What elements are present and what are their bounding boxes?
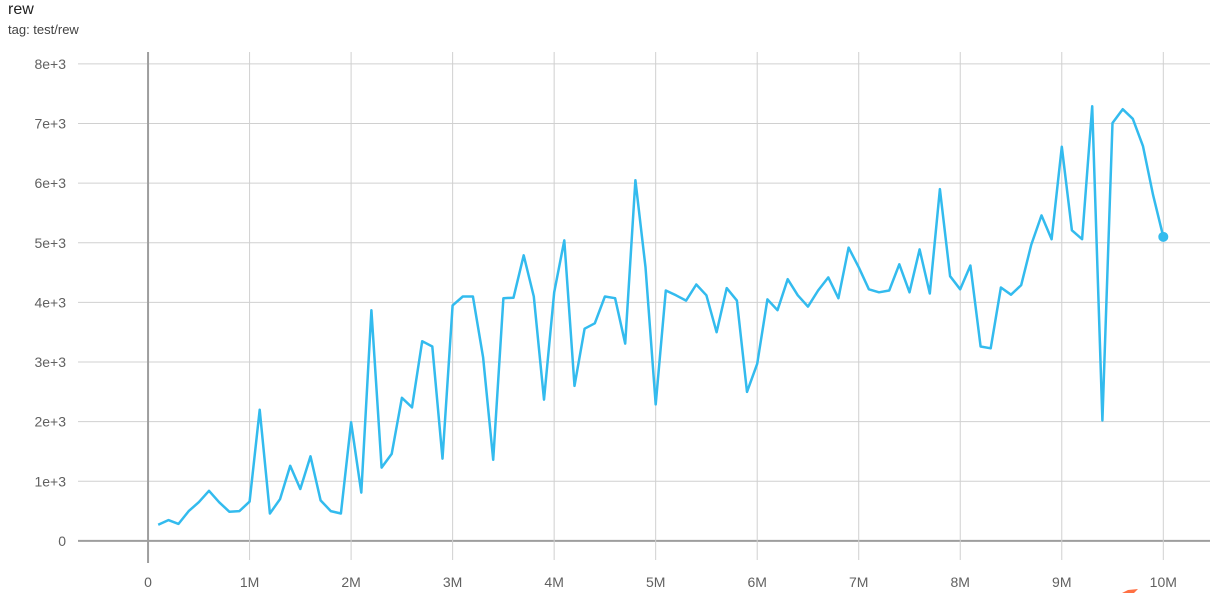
x-tick-label: 1M xyxy=(240,574,259,590)
x-tick-label: 3M xyxy=(443,574,462,590)
x-tick-label: 4M xyxy=(544,574,563,590)
partial-orange-marker xyxy=(1122,589,1138,593)
x-tick-label: 2M xyxy=(341,574,360,590)
chart-tag: tag: test/rew xyxy=(8,22,79,37)
y-tick-label: 4e+3 xyxy=(34,294,66,310)
x-tick-label: 0 xyxy=(144,574,152,590)
y-tick-label: 8e+3 xyxy=(34,56,66,72)
tick-labels: 0 1e+3 2e+3 3e+3 4e+3 5e+3 6e+3 7e+3 8e+3 0 1M 2M 3M… xyxy=(34,56,1176,590)
x-tick-label: 6M xyxy=(747,574,766,590)
x-tick-label: 10M xyxy=(1150,574,1177,590)
y-tick-label: 7e+3 xyxy=(34,116,66,132)
y-tick-label: 5e+3 xyxy=(34,235,66,251)
last-point-marker xyxy=(1158,231,1169,242)
x-tick-label: 5M xyxy=(646,574,665,590)
y-tick-label: 3e+3 xyxy=(34,354,66,370)
x-tick-label: 7M xyxy=(849,574,868,590)
series-line xyxy=(157,105,1165,526)
x-tick-label: 8M xyxy=(951,574,970,590)
y-tick-label: 2e+3 xyxy=(34,414,66,430)
y-tick-label: 1e+3 xyxy=(34,473,66,489)
y-tick-label: 0 xyxy=(58,533,66,549)
grid xyxy=(78,52,1210,563)
chart-title: rew xyxy=(8,1,34,18)
y-tick-label: 6e+3 xyxy=(34,175,66,191)
x-tick-label: 9M xyxy=(1052,574,1071,590)
